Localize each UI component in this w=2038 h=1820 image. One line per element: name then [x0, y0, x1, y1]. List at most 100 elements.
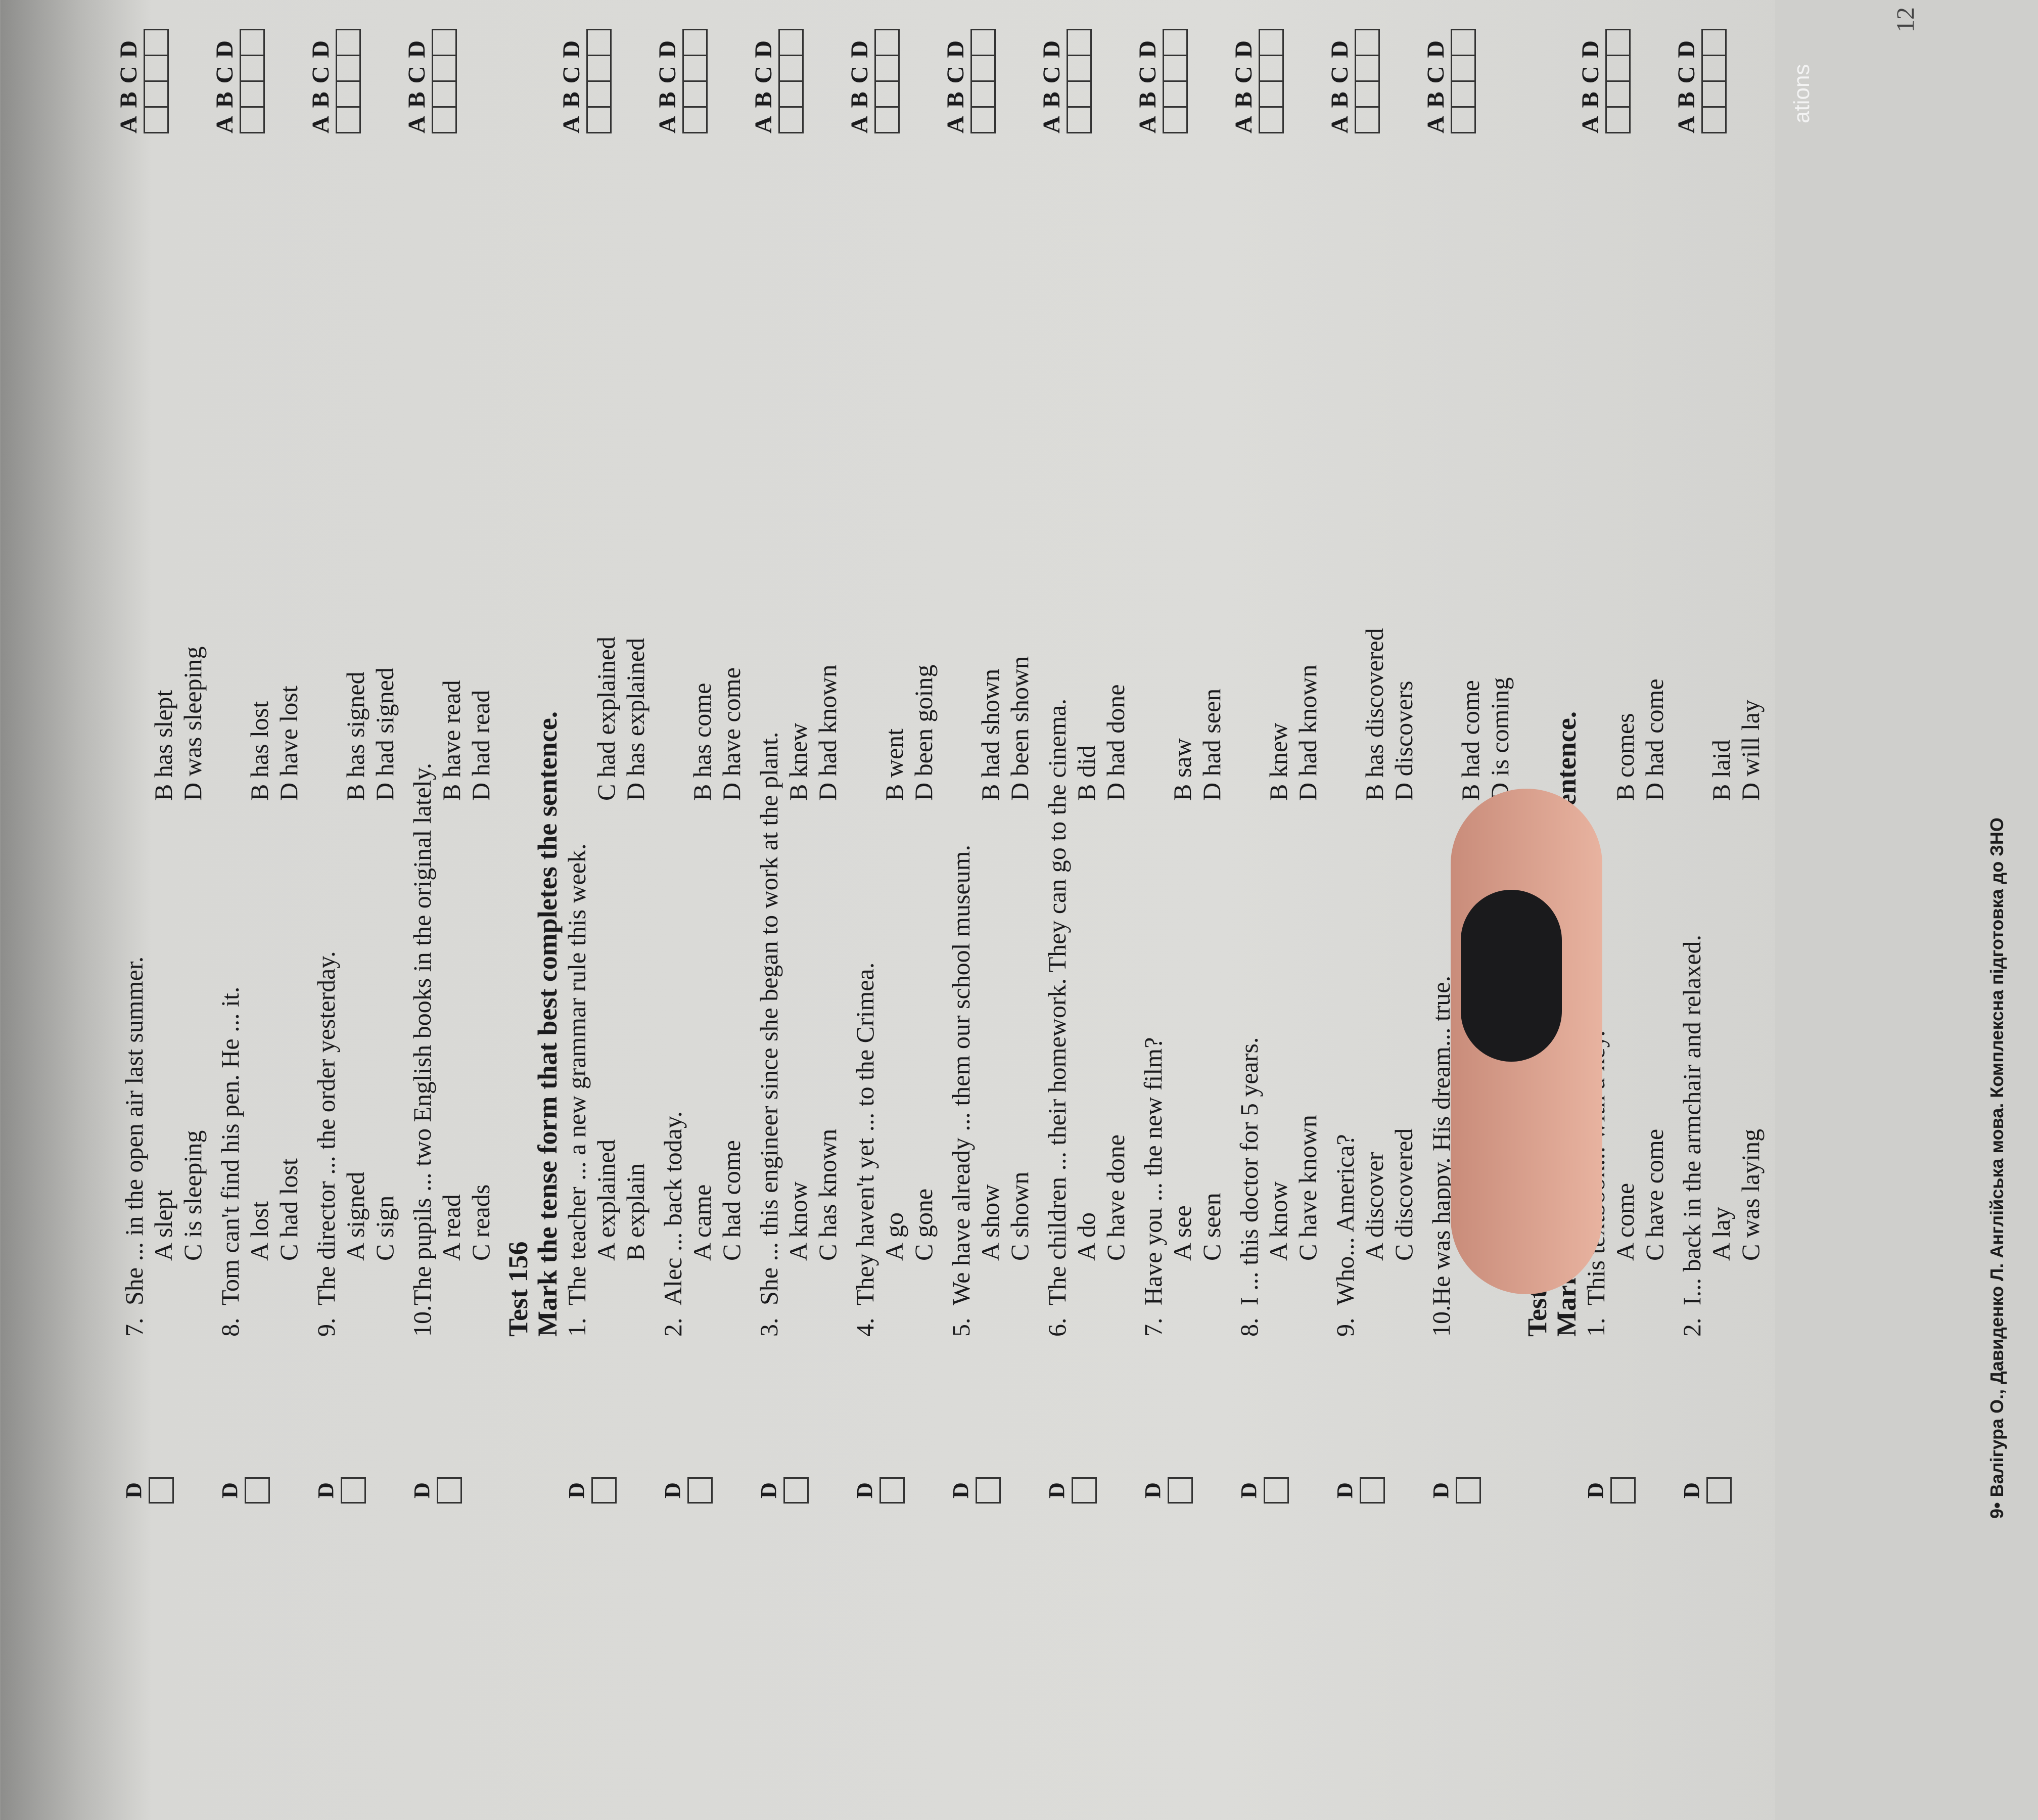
- option: C have known: [1293, 1115, 1322, 1261]
- question-number: 2.: [1678, 1317, 1706, 1337]
- answer-box: [1168, 1477, 1193, 1504]
- question: 6. The children ... their homework. They …: [1038, 22, 1130, 1504]
- option: B saw: [1168, 738, 1196, 801]
- test-title: Test 156: [503, 1241, 533, 1337]
- option: B knew: [784, 722, 812, 801]
- previous-page-answer: D: [1330, 1477, 1385, 1504]
- question-stem-line: 2. Alec ... back today. ABCD D: [654, 22, 713, 1504]
- answer-letter-d: D: [564, 1482, 589, 1498]
- option-row: A know B knew: [783, 22, 813, 1337]
- option-row: A lay B laid: [1706, 22, 1736, 1337]
- option-row: C sign D had signed: [370, 22, 399, 1337]
- previous-page-answer: D: [1581, 1477, 1636, 1504]
- fingernail: [1461, 890, 1562, 1062]
- option: C has known: [813, 1128, 842, 1261]
- option: B had shown: [976, 668, 1004, 801]
- option: D had signed: [370, 667, 399, 801]
- option: D had known: [1293, 664, 1322, 801]
- adjacent-page-text: ations: [1789, 64, 1814, 123]
- answer-letter-d: D: [1236, 1482, 1261, 1498]
- question-stem: I ... this doctor for 5 years.: [1235, 1037, 1263, 1305]
- question: 2. I... back in the armchair and relaxed.…: [1673, 22, 1765, 1504]
- question-stem-line: 9.The director ... the order yesterday. A…: [307, 22, 366, 1504]
- question: 4. They haven't yet ... to the Crimea. ABC…: [846, 22, 938, 1504]
- option-row: A do B did: [1072, 22, 1101, 1337]
- page-number: 12: [1891, 7, 1919, 32]
- answer-letters: ABCD: [1326, 32, 1353, 133]
- previous-page-answer: D: [754, 1477, 809, 1504]
- question-stem-line: 4. They haven't yet ... to the Crimea. ABC…: [846, 22, 905, 1504]
- option: B explain: [621, 1163, 650, 1261]
- previous-page-answer: D: [850, 1477, 905, 1504]
- option: A lay: [1707, 1207, 1735, 1261]
- question: 2. Alec ... back today. ABCD D A came B has c…: [654, 22, 746, 1504]
- answer-letter-d: D: [1332, 1482, 1357, 1498]
- option-row: C was laying D will lay: [1736, 22, 1765, 1337]
- previous-page-answer: D: [311, 1477, 366, 1504]
- option: D have lost: [274, 686, 303, 801]
- question-number: 9.: [1331, 1317, 1359, 1337]
- textbook-page: 7. She ... in the open air last summer. AB…: [115, 7, 2007, 1519]
- question-stem-line: 2. I... back in the armchair and relaxed.…: [1673, 22, 1732, 1504]
- option: A slept: [149, 1190, 177, 1261]
- previous-page-answer: D: [658, 1477, 713, 1504]
- option: A do: [1072, 1212, 1100, 1261]
- answer-letters: ABCD: [403, 32, 430, 133]
- question-stem: I... back in the armchair and relaxed.: [1678, 935, 1706, 1305]
- answer-box: [1072, 1477, 1097, 1504]
- previous-page-answer: D: [407, 1477, 462, 1504]
- question-number: 1.: [563, 1317, 591, 1337]
- answer-letter-d: D: [217, 1482, 242, 1498]
- question-number: 7.: [120, 1317, 148, 1337]
- question-stem-line: 5. We have already ... them our school mu…: [942, 22, 1001, 1504]
- option: A know: [784, 1181, 812, 1261]
- option: D was sleeping: [178, 646, 207, 801]
- answer-letters: ABCD: [115, 32, 142, 133]
- option-row: C had come D have come: [717, 22, 746, 1337]
- answer-box: [687, 1477, 713, 1504]
- answer-letters: ABCD: [1577, 32, 1604, 133]
- question-stem: Have you ... the new film?: [1139, 1037, 1167, 1305]
- answer-box: [1360, 1477, 1385, 1504]
- option: C had explained: [592, 636, 620, 801]
- answer-box: [976, 1477, 1001, 1504]
- option: A discover: [1360, 1152, 1388, 1261]
- option: B has slept: [149, 690, 177, 801]
- question-stem-line: 6. The children ... their homework. They …: [1038, 22, 1097, 1504]
- option: B has come: [688, 682, 716, 801]
- option-row: C seen D had seen: [1197, 22, 1226, 1337]
- question-stem-line: 1. The teacher ... a new grammar rule thi…: [558, 22, 617, 1504]
- answer-box: [879, 1477, 905, 1504]
- option-row: B explain D has explained: [621, 22, 650, 1337]
- question: 8. Tom can't find his pen. He ... it. ABCD…: [211, 22, 303, 1504]
- option: A know: [1264, 1181, 1292, 1261]
- answer-letter-d: D: [1044, 1482, 1069, 1498]
- option: A come: [1611, 1182, 1639, 1261]
- option: B did: [1072, 745, 1100, 801]
- question-stem: We have already ... them our school muse…: [947, 845, 975, 1305]
- answer-letters: ABCD: [1230, 32, 1257, 133]
- option: D had read: [467, 690, 495, 801]
- option: C had lost: [274, 1158, 303, 1261]
- answer-letter-d: D: [1428, 1482, 1453, 1498]
- answer-letters: ABCD: [307, 32, 334, 133]
- option-row: A came B has come: [687, 22, 717, 1337]
- answer-letters: ABCD: [211, 32, 238, 133]
- answer-box: [437, 1477, 462, 1504]
- option: B has discovered: [1360, 628, 1388, 801]
- option: C discovered: [1389, 1128, 1418, 1261]
- option: D will lay: [1736, 700, 1765, 801]
- option: C is sleeping: [178, 1130, 207, 1261]
- question-number: 3.: [755, 1317, 783, 1337]
- option: D had done: [1101, 684, 1130, 801]
- test-instruction: Mark the tense form that best completes …: [532, 711, 563, 1337]
- answer-letters: ABCD: [1673, 32, 1700, 133]
- option: D is coming: [1486, 677, 1514, 801]
- question: 3. She ... this engineer since she began …: [750, 22, 842, 1504]
- option-row: C have known D had known: [1293, 22, 1322, 1337]
- option-row: C reads D had read: [466, 22, 495, 1337]
- option-row: A come B comes: [1610, 22, 1640, 1337]
- question-stem-line: 10.The pupils ... two English books in t…: [403, 22, 462, 1504]
- previous-page-answer: D: [215, 1477, 270, 1504]
- option-row: C discovered D discovers: [1389, 22, 1418, 1337]
